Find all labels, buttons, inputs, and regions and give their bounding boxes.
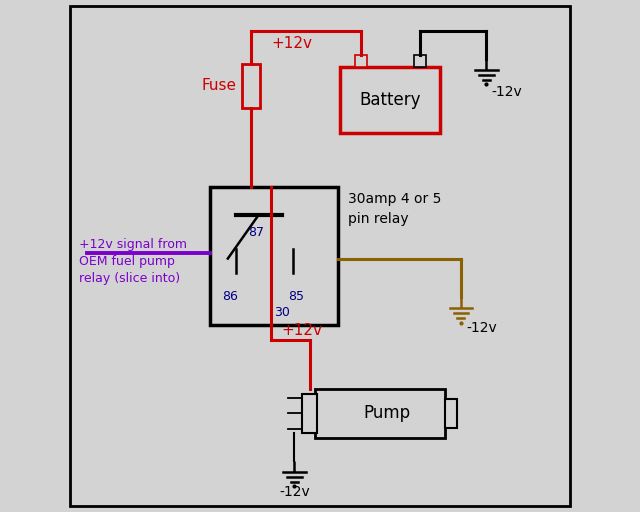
Text: -12v: -12v — [279, 484, 310, 499]
Text: +12v signal from
OEM fuel pump
relay (slice into): +12v signal from OEM fuel pump relay (sl… — [79, 238, 188, 285]
Bar — [445, 399, 457, 428]
Bar — [340, 67, 440, 133]
Text: 86: 86 — [223, 290, 238, 304]
Bar — [302, 394, 317, 433]
Text: Fuse: Fuse — [202, 78, 237, 93]
Bar — [210, 187, 338, 325]
Text: Battery: Battery — [360, 91, 421, 109]
Bar — [242, 64, 260, 108]
Text: 87: 87 — [248, 226, 264, 240]
Text: +12v: +12v — [271, 36, 312, 51]
Text: -12v: -12v — [466, 321, 497, 335]
Bar — [315, 389, 445, 438]
Text: 85: 85 — [288, 290, 304, 304]
Text: 30amp 4 or 5
pin relay: 30amp 4 or 5 pin relay — [348, 192, 442, 225]
Bar — [355, 55, 367, 67]
Text: Pump: Pump — [363, 404, 410, 422]
Bar — [413, 55, 426, 67]
Text: 30: 30 — [274, 306, 290, 319]
Text: -12v: -12v — [492, 85, 522, 99]
Text: +12v: +12v — [282, 323, 323, 338]
